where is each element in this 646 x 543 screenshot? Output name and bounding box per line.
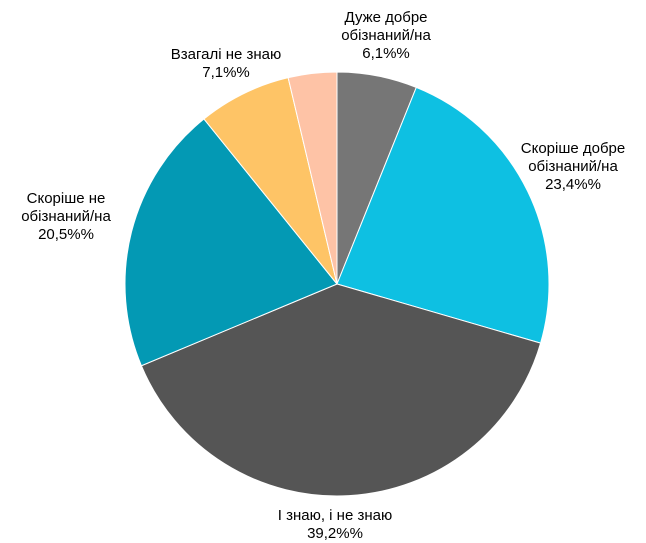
slice-value-label-2: 23,4%% bbox=[545, 176, 601, 193]
pie-slices bbox=[124, 71, 550, 497]
slice-value-label-5: 7,1%% bbox=[202, 64, 250, 81]
slice-category-label-3: І знаю, і не знаю bbox=[278, 507, 392, 524]
slice-category-label-2: обізнаний/на bbox=[528, 158, 618, 175]
pie-slice-2 bbox=[336, 86, 550, 344]
slice-value-label-3: 39,2%% bbox=[307, 525, 363, 542]
slice-category-label-5: Взагалі не знаю bbox=[171, 46, 282, 63]
slice-value-label-4: 20,5%% bbox=[38, 226, 94, 243]
pie-slice-6 bbox=[287, 71, 338, 285]
slice-category-label-4: Скоріше не bbox=[27, 190, 106, 207]
slice-category-label-2: Скоріше добре bbox=[521, 140, 626, 157]
slice-category-label-1: Дуже добре bbox=[344, 9, 427, 26]
slice-category-label-4: обізнаний/на bbox=[21, 208, 111, 225]
pie-slice-4 bbox=[124, 118, 338, 367]
slice-category-label-1: обізнаний/на bbox=[341, 27, 431, 44]
slice-value-label-1: 6,1%% bbox=[362, 45, 410, 62]
pie-slice-3 bbox=[140, 283, 542, 497]
